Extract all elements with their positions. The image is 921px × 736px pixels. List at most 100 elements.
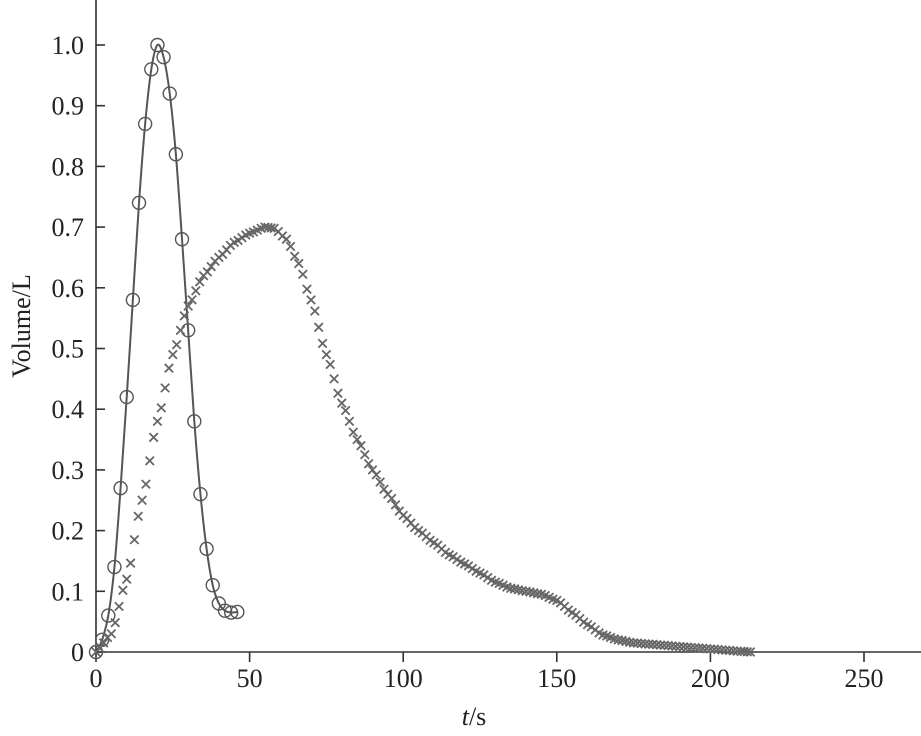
cross-point (187, 295, 197, 305)
cross-point (281, 234, 292, 245)
cross-stroke (720, 645, 731, 656)
cross-stroke (490, 577, 501, 588)
series-2 (91, 222, 756, 657)
cross-point (371, 469, 382, 480)
cross-point (333, 388, 343, 399)
y-tick-label: 0.1 (52, 577, 85, 606)
cross-point (352, 434, 362, 445)
cross-point (655, 640, 666, 650)
cross-stroke (525, 587, 535, 597)
cross-point (651, 639, 662, 650)
cross-stroke (289, 251, 300, 262)
cross-point (289, 251, 300, 262)
y-tick-label: 0.8 (52, 152, 85, 181)
cross-stroke (701, 643, 712, 654)
cross-point (636, 638, 647, 649)
cross-stroke (509, 584, 520, 594)
cross-stroke (475, 568, 485, 578)
cross-point (713, 644, 723, 655)
cross-stroke (285, 241, 296, 252)
cross-stroke (148, 432, 159, 443)
cross-stroke (206, 261, 217, 272)
y-tick-label: 0.9 (52, 92, 85, 121)
cross-stroke (106, 628, 117, 639)
cross-point (171, 339, 182, 350)
y-tick-label: 0.4 (52, 395, 85, 424)
cross-point (359, 449, 370, 460)
cross-point (125, 558, 136, 568)
cross-stroke (321, 349, 332, 360)
cross-stroke (344, 416, 355, 427)
y-tick-label: 1.0 (52, 31, 85, 60)
cross-stroke (471, 566, 481, 577)
cross-stroke (390, 499, 401, 510)
cross-stroke (144, 455, 155, 466)
cross-stroke (540, 590, 551, 601)
cross-stroke (359, 449, 370, 460)
cross-point (313, 322, 324, 333)
cross-stroke (121, 574, 132, 584)
cross-stroke (273, 226, 284, 237)
cross-point (632, 638, 643, 648)
cross-stroke (624, 637, 635, 648)
cross-stroke (636, 638, 647, 649)
cross-stroke (582, 619, 593, 630)
cross-point (317, 338, 328, 349)
cross-stroke (613, 635, 624, 645)
cross-stroke (202, 267, 213, 277)
cross-point (167, 349, 178, 360)
cross-point (697, 643, 708, 654)
cross-stroke (356, 440, 366, 451)
cross-stroke (141, 479, 151, 490)
cross-point (356, 440, 366, 451)
cross-stroke (532, 588, 543, 599)
cross-stroke (678, 641, 689, 652)
cross-stroke (194, 276, 205, 287)
cross-point (640, 639, 650, 649)
circle-point (125, 292, 141, 308)
cross-point (390, 499, 401, 510)
cross-point (674, 641, 685, 652)
circle-point (168, 147, 184, 162)
cross-stroke (694, 643, 704, 653)
cross-stroke (429, 537, 439, 548)
cross-point (118, 585, 128, 596)
x-tick-label: 0 (90, 664, 103, 693)
series-line (95, 43, 238, 653)
cross-point (302, 284, 312, 294)
cross-stroke (293, 258, 304, 269)
cross-stroke (152, 416, 163, 427)
cross-point (628, 638, 639, 648)
cross-point (720, 645, 731, 656)
cross-point (663, 640, 673, 651)
cross-stroke (413, 525, 424, 536)
cross-point (724, 645, 735, 656)
circle-point (131, 195, 147, 211)
cross-stroke (617, 635, 627, 646)
cross-point (310, 306, 320, 316)
cross-point (647, 639, 658, 650)
cross-point (728, 645, 739, 656)
circle-point (230, 604, 245, 620)
cross-stroke (313, 322, 324, 333)
y-tick-label: 0.5 (52, 335, 85, 364)
cross-point (340, 405, 351, 416)
cross-stroke (455, 557, 466, 567)
cross-stroke (563, 605, 574, 615)
cross-stroke (98, 638, 109, 648)
cross-stroke (129, 534, 140, 545)
cross-point (363, 458, 374, 469)
cross-stroke (640, 639, 650, 649)
circle-point (150, 37, 165, 53)
cross-point (164, 363, 174, 373)
cross-stroke (179, 311, 190, 321)
cross-stroke (183, 301, 193, 311)
cross-point (690, 642, 700, 653)
cross-point (95, 643, 105, 654)
cross-point (667, 641, 677, 651)
cross-stroke (686, 642, 697, 653)
x-axis-title-unit: /s (469, 702, 486, 731)
cross-stroke (578, 617, 589, 628)
cross-stroke (517, 585, 528, 596)
cross-stroke (494, 578, 505, 589)
